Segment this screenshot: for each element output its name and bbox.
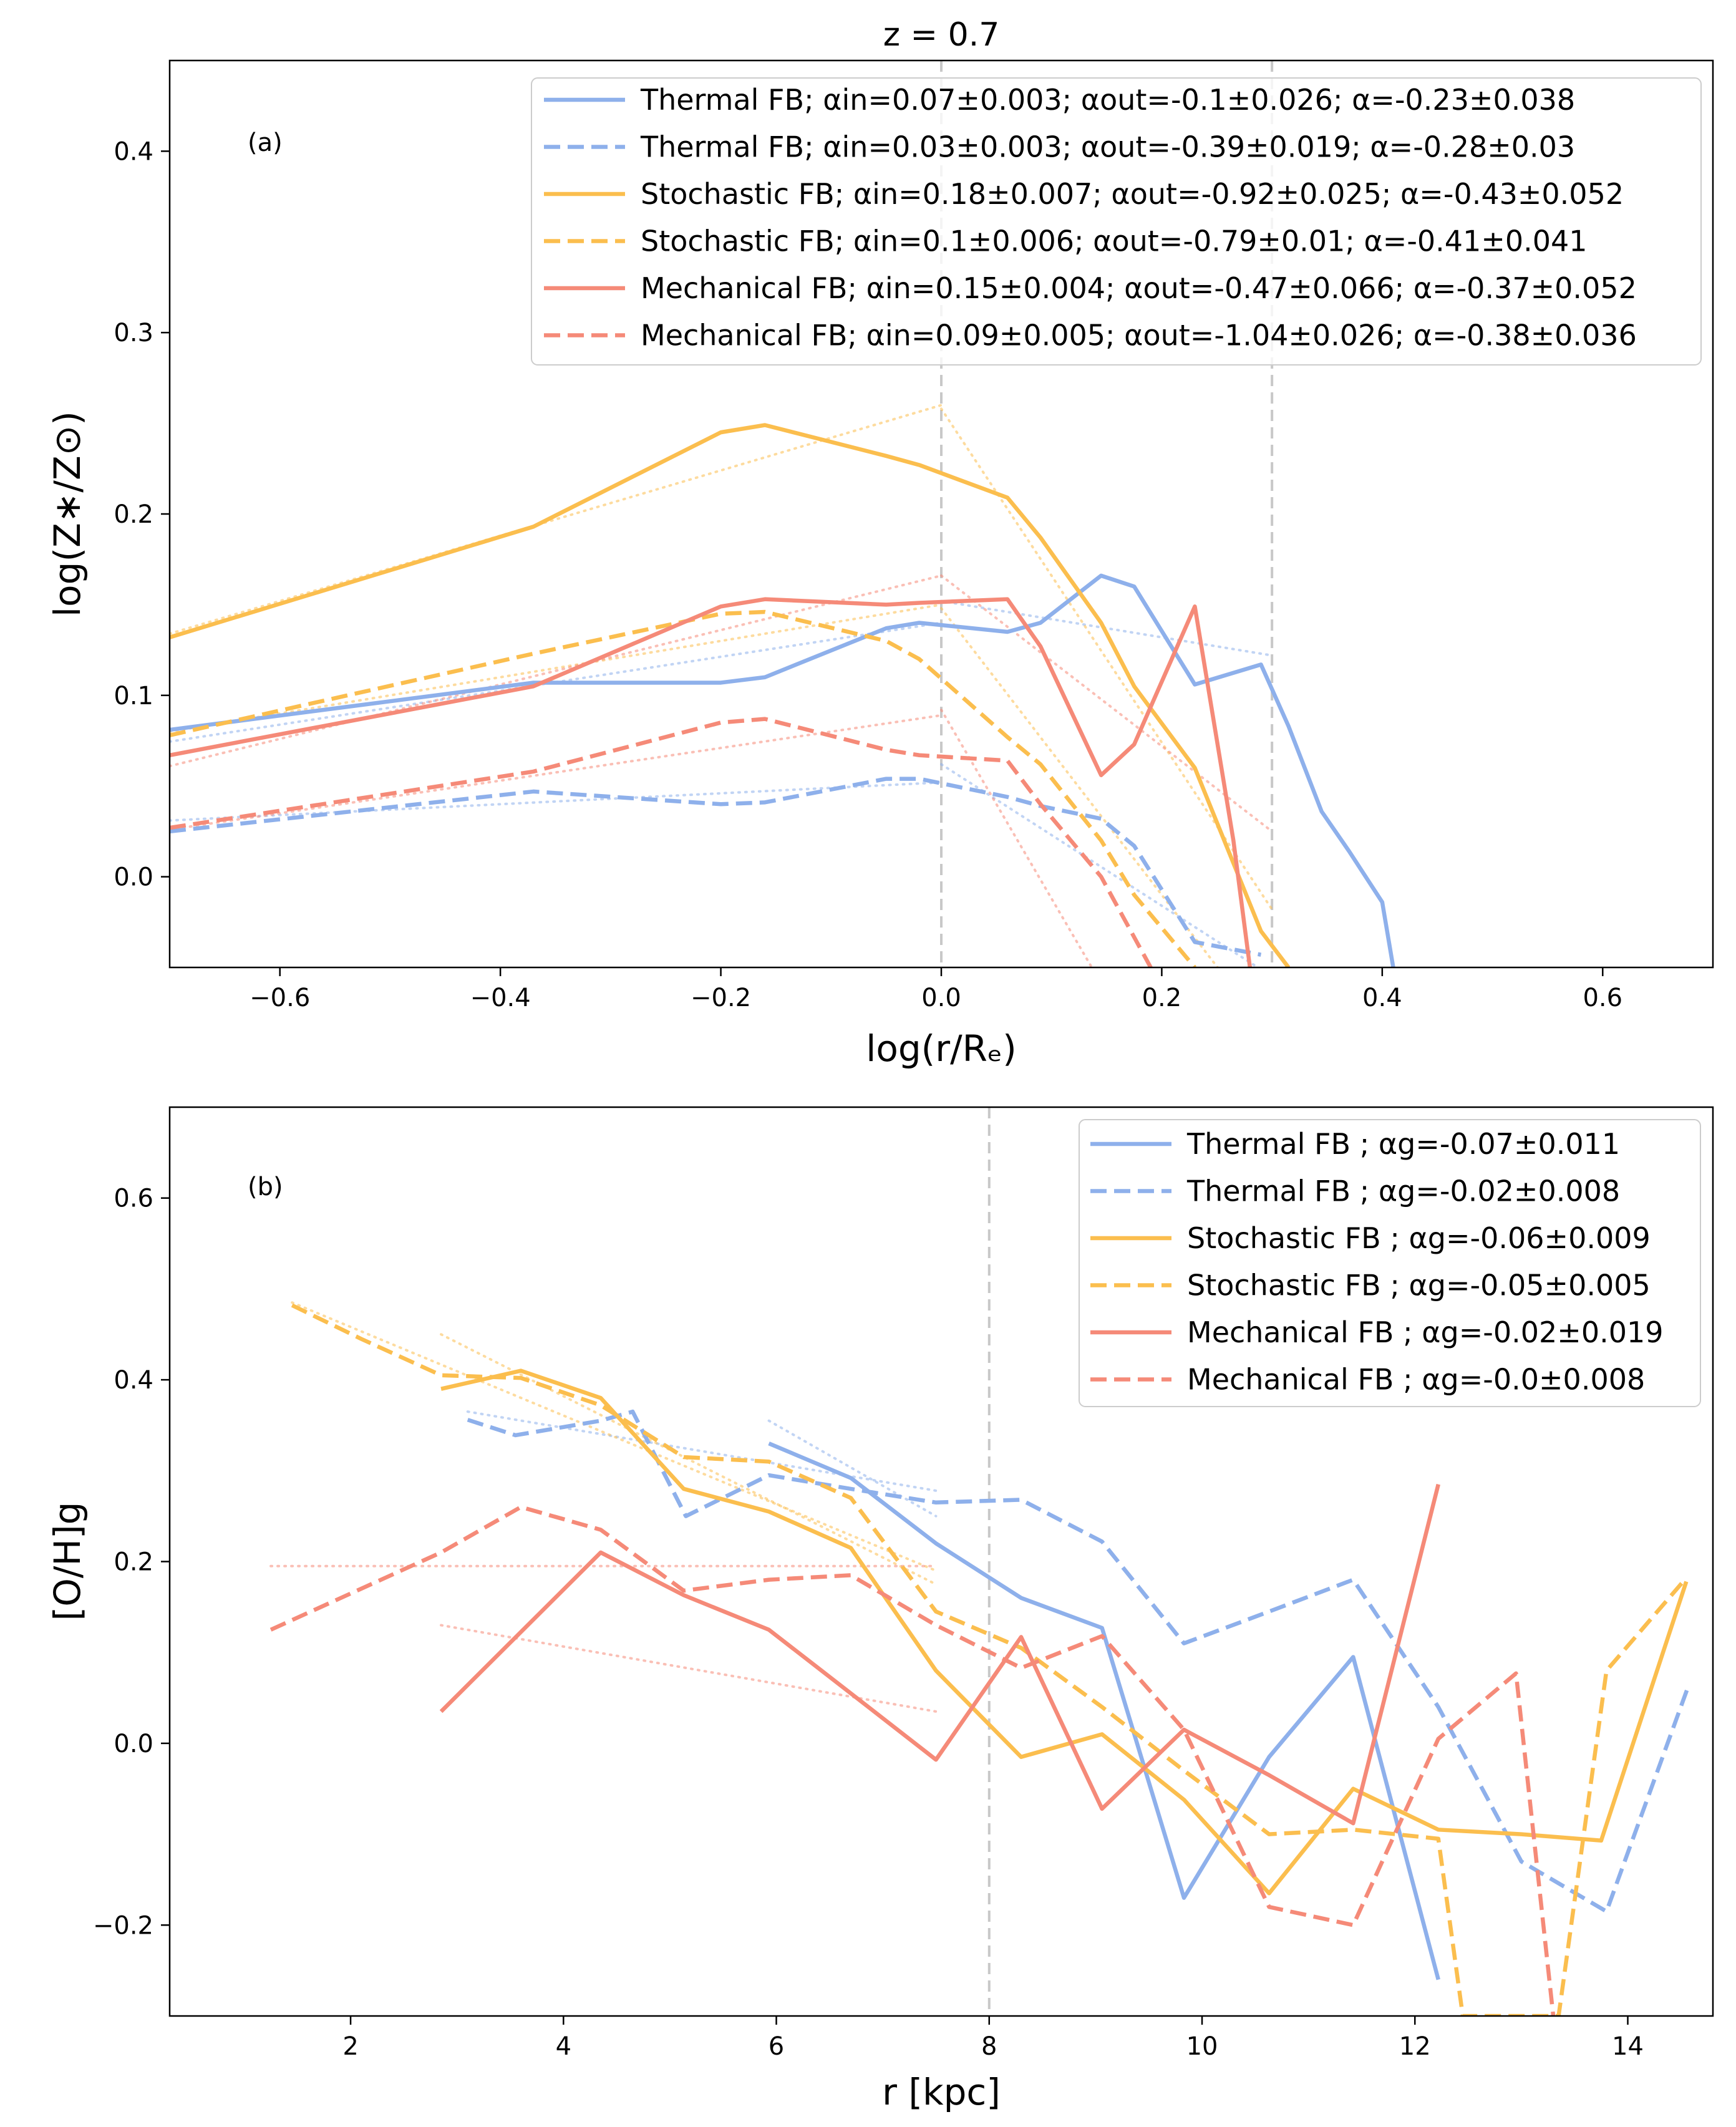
panel-a-legend-label: Stochastic FB; αin=0.18±0.007; αout=-0.9… xyxy=(641,177,1624,211)
panel-b-x-tick-label: 2 xyxy=(342,2032,358,2061)
panel-a-legend: Thermal FB; αin=0.07±0.003; αout=-0.1±0.… xyxy=(531,77,1702,366)
panel-b-legend-label: Mechanical FB ; αg=-0.02±0.019 xyxy=(1187,1315,1664,1349)
panel-a-fit-line-2 xyxy=(940,599,1274,657)
panel-b-x-tick-label: 6 xyxy=(769,2032,784,2061)
panel-b-x-tick-label: 10 xyxy=(1186,2032,1218,2061)
panel-a-metallicity-profile: z = 0.7 −0.6 −0.4 −0.2 0.0 0.2 0.4 0.6 0.0 0.1 0… xyxy=(46,16,1714,1070)
panel-a-series-mechanical-solid xyxy=(170,597,1253,967)
panel-a-legend-label: Thermal FB; αin=0.07±0.003; αout=-0.1±0.… xyxy=(640,83,1575,117)
panel-a-y-tick-label: 0.1 xyxy=(114,682,153,710)
panel-a-y-tick-label: 0.4 xyxy=(114,137,153,166)
panel-b-legend-label: Mechanical FB ; αg=-0.0±0.008 xyxy=(1187,1363,1645,1397)
panel-b-label: (b) xyxy=(248,1173,283,1201)
panel-a-y-tick-label: 0.2 xyxy=(114,500,153,529)
panel-a-fit-line-9 xyxy=(170,574,943,768)
panel-b-series-stochastic-solid xyxy=(440,1369,1689,1896)
panel-b-legend-label: Thermal FB ; αg=-0.02±0.008 xyxy=(1186,1175,1620,1208)
panel-b-series-thermal-solid xyxy=(768,1441,1440,1980)
panel-a-y-axis-label: log(Z∗/Z⊙) xyxy=(46,411,89,617)
panel-a-x-tick-label: 0.2 xyxy=(1142,984,1182,1012)
panel-b-y-tick-label: −0.2 xyxy=(93,1911,153,1940)
panel-a-fit-line-10 xyxy=(940,574,1274,833)
panel-a-label: (a) xyxy=(248,128,283,157)
panel-a-legend-label: Stochastic FB; αin=0.1±0.006; αout=-0.79… xyxy=(641,225,1588,258)
panel-a-y-tick-label: 0.0 xyxy=(114,863,153,892)
panel-b-x-tick-label: 4 xyxy=(556,2032,571,2061)
panel-b-x-axis-label: r [kpc] xyxy=(882,2071,1001,2113)
panel-a-fit-line-3 xyxy=(170,781,943,822)
panel-a-fit-line-7 xyxy=(170,603,943,733)
panel-b-x-tick-label: 12 xyxy=(1399,2032,1431,2061)
panel-a-fit-line-12 xyxy=(940,709,1093,967)
panel-b-fit-line-1 xyxy=(767,1419,938,1518)
panel-a-x-tick-label: −0.6 xyxy=(250,984,310,1012)
panel-b-x-tick-label: 8 xyxy=(981,2032,997,2061)
panel-a-series-mechanical-dashed xyxy=(170,717,1153,967)
panel-b-y-tick-label: 0.4 xyxy=(114,1366,153,1395)
panel-b-y-tick-label: 0.6 xyxy=(114,1185,153,1213)
panel-a-x-tick-label: −0.4 xyxy=(470,984,531,1012)
panel-b-y-tick-label: 0.0 xyxy=(114,1730,153,1758)
panel-b-legend-label: Thermal FB ; αg=-0.07±0.011 xyxy=(1186,1127,1620,1161)
panel-a-legend-box xyxy=(531,77,1702,366)
panel-a-fit-line-8 xyxy=(940,607,1220,967)
panel-a-x-tick-label: 0.0 xyxy=(921,984,961,1012)
panel-b-fit-line-3 xyxy=(440,1333,938,1586)
panel-b-legend-label: Stochastic FB ; αg=-0.06±0.009 xyxy=(1187,1221,1651,1255)
panel-b-series-stochastic-dashed xyxy=(291,1303,1688,2016)
panel-b-legend: Thermal FB ; αg=-0.07±0.011 Thermal FB ; … xyxy=(1079,1119,1701,1407)
panel-a-legend-label: Mechanical FB; αin=0.09±0.005; αout=-1.0… xyxy=(641,319,1637,352)
panel-a-x-axis-label: log(r/Rₑ) xyxy=(866,1027,1017,1070)
panel-b-x-tick-label: 14 xyxy=(1612,2032,1644,2061)
panel-b-series-mechanical-dashed xyxy=(269,1504,1556,2016)
panel-a-series-thermal-solid xyxy=(170,573,1395,967)
panel-b-legend-box xyxy=(1079,1119,1701,1407)
panel-a-x-tick-label: 0.4 xyxy=(1362,984,1402,1012)
panel-b-y-tick-label: 0.2 xyxy=(114,1548,153,1577)
panel-a-legend-label: Mechanical FB; αin=0.15±0.004; αout=-0.4… xyxy=(641,271,1637,305)
panel-b-gas-metallicity-profile: 2 4 6 8 10 12 14 −0.20.00.20.40.6 (b) r [kpc] … xyxy=(46,1106,1714,2113)
panel-a-series-stochastic-solid xyxy=(170,423,1291,967)
panel-b-series-thermal-dashed xyxy=(467,1409,1690,1914)
figure-title: z = 0.7 xyxy=(883,16,1000,54)
panel-b-fit-line-4 xyxy=(291,1301,938,1572)
panel-a-series-stochastic-dashed xyxy=(170,609,1196,967)
panel-a-legend-label: Thermal FB; αin=0.03±0.003; αout=-0.39±0… xyxy=(640,130,1575,164)
panel-a-y-tick-label: 0.3 xyxy=(114,319,153,347)
panel-b-legend-label: Stochastic FB ; αg=-0.05±0.005 xyxy=(1187,1269,1651,1302)
panel-a-fit-line-11 xyxy=(170,714,943,831)
panel-a-x-tick-label: −0.2 xyxy=(691,984,751,1012)
panel-b-series-mechanical-solid xyxy=(439,1483,1440,1826)
panel-a-series-thermal-dashed xyxy=(170,777,1262,957)
panel-b-y-axis-label: [O/H]g xyxy=(46,1502,89,1621)
panel-a-x-tick-label: 0.6 xyxy=(1583,984,1622,1012)
